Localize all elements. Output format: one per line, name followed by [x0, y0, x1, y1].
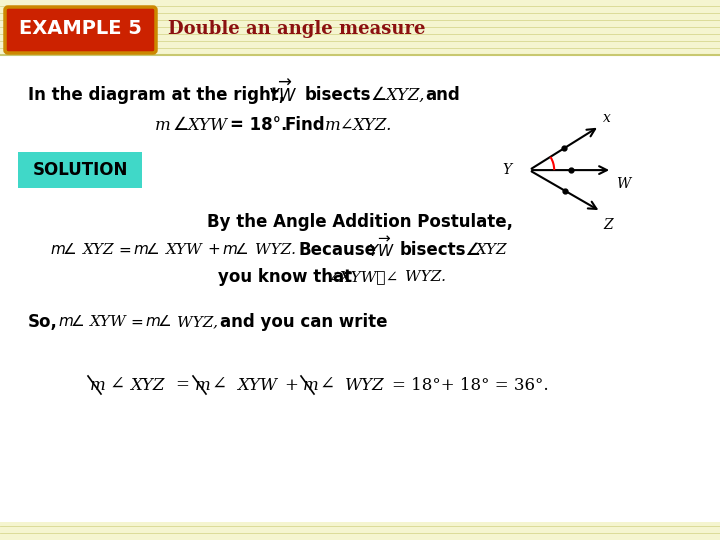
- Bar: [0, 0, 720, 55]
- Text: XYW: XYW: [187, 117, 227, 133]
- Text: WYZ: WYZ: [345, 376, 384, 394]
- Text: =: =: [175, 376, 189, 394]
- Text: and: and: [425, 86, 460, 104]
- Text: WYZ.: WYZ.: [405, 270, 446, 284]
- Text: XYZ: XYZ: [130, 376, 164, 394]
- Text: x: x: [603, 111, 611, 125]
- Text: +: +: [207, 242, 220, 258]
- Text: ∠: ∠: [172, 116, 188, 134]
- Text: = 18°+ 18° = 36°.: = 18°+ 18° = 36°.: [392, 376, 549, 394]
- Text: ∠: ∠: [212, 376, 227, 394]
- Text: Z: Z: [603, 219, 613, 233]
- Text: XYZ,: XYZ,: [385, 86, 424, 104]
- Text: XYW: XYW: [166, 243, 202, 257]
- FancyBboxPatch shape: [18, 152, 142, 188]
- Text: = 18°.: = 18°.: [230, 116, 287, 134]
- Text: m∠: m∠: [325, 117, 355, 133]
- Text: So,: So,: [28, 313, 58, 331]
- Text: In the diagram at the right,: In the diagram at the right,: [28, 86, 285, 104]
- Text: $m\!\angle$: $m\!\angle$: [222, 242, 248, 258]
- Text: XYZ: XYZ: [476, 243, 508, 257]
- Text: =: =: [130, 314, 143, 329]
- Text: $m\!\angle$: $m\!\angle$: [58, 314, 84, 329]
- Text: EXAMPLE 5: EXAMPLE 5: [19, 19, 141, 38]
- Text: SOLUTION: SOLUTION: [32, 161, 127, 179]
- Text: ∠XYW≅∠: ∠XYW≅∠: [328, 270, 400, 284]
- Text: $m\!\angle$: $m\!\angle$: [133, 242, 159, 258]
- Text: XYZ: XYZ: [83, 243, 114, 257]
- Text: Y: Y: [502, 163, 511, 177]
- Text: m: m: [303, 376, 319, 394]
- Text: WYZ.: WYZ.: [255, 243, 296, 257]
- Text: W: W: [616, 177, 630, 191]
- Text: =: =: [118, 242, 131, 258]
- Text: ∠: ∠: [320, 376, 335, 394]
- Text: bisects∠: bisects∠: [400, 241, 482, 259]
- Text: WYZ,: WYZ,: [177, 315, 218, 329]
- Text: XYW: XYW: [90, 315, 127, 329]
- Text: ∠: ∠: [110, 376, 125, 394]
- Text: $m\!\angle$: $m\!\angle$: [145, 314, 171, 329]
- Text: ∠: ∠: [370, 86, 386, 104]
- Text: m: m: [195, 376, 211, 394]
- Text: Double an angle measure: Double an angle measure: [168, 20, 426, 38]
- Text: you know that: you know that: [218, 268, 352, 286]
- Text: m: m: [155, 117, 171, 133]
- Text: $m\!\angle$: $m\!\angle$: [50, 242, 76, 258]
- Text: Find: Find: [285, 116, 325, 134]
- Text: and you can write: and you can write: [220, 313, 387, 331]
- Text: XYZ.: XYZ.: [352, 117, 392, 133]
- Text: m: m: [90, 376, 106, 394]
- Text: $\overrightarrow{YW}$: $\overrightarrow{YW}$: [368, 236, 395, 260]
- FancyBboxPatch shape: [5, 7, 156, 53]
- Bar: [0, 522, 720, 540]
- Text: +: +: [284, 376, 298, 394]
- Text: bisects: bisects: [305, 86, 372, 104]
- Text: $\overrightarrow{YW}$: $\overrightarrow{YW}$: [268, 80, 297, 106]
- Text: Because: Because: [298, 241, 376, 259]
- Text: XYW: XYW: [237, 376, 277, 394]
- Text: By the Angle Addition Postulate,: By the Angle Addition Postulate,: [207, 213, 513, 231]
